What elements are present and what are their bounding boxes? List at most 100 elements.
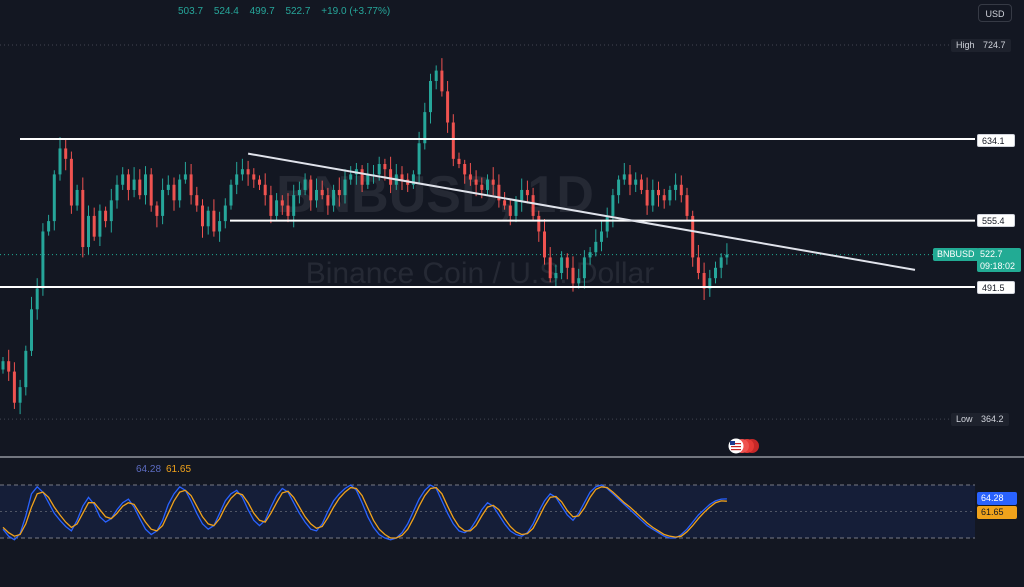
- candle: [161, 178, 165, 225]
- candle-body: [389, 169, 393, 185]
- candle-body: [326, 195, 330, 206]
- candle-body: [582, 257, 586, 279]
- candle: [446, 80, 450, 133]
- candle: [389, 156, 393, 194]
- osc-k-readout: 64.28: [136, 464, 162, 475]
- candle: [491, 167, 495, 196]
- candle: [240, 158, 244, 181]
- candle-body: [708, 278, 712, 289]
- candle: [269, 185, 273, 224]
- osc-d-readout: 61.65: [166, 464, 192, 475]
- candle: [588, 247, 592, 265]
- candle-body: [303, 179, 307, 190]
- candle: [223, 198, 227, 229]
- candle: [423, 102, 427, 150]
- candle: [121, 167, 125, 190]
- candle-body: [126, 174, 130, 190]
- candle-body: [337, 189, 341, 196]
- candle: [303, 173, 307, 196]
- candle-body: [400, 174, 404, 180]
- candle: [35, 278, 39, 320]
- candle-body: [240, 169, 244, 175]
- candle: [651, 179, 655, 212]
- candle-body: [252, 174, 256, 180]
- currency-button[interactable]: USD: [978, 4, 1012, 22]
- candle: [144, 166, 147, 205]
- candle-body: [172, 184, 176, 201]
- candle-body: [662, 195, 666, 201]
- candle-body: [360, 169, 364, 185]
- candle-body: [423, 112, 427, 144]
- candle-body: [263, 184, 267, 196]
- candle: [183, 161, 187, 184]
- candle-body: [212, 210, 216, 232]
- candle: [668, 185, 672, 206]
- candle-body: [64, 148, 68, 159]
- candle-body: [565, 257, 569, 268]
- events-flags-icon[interactable]: [726, 438, 760, 454]
- candle-body: [41, 231, 45, 289]
- candle-body: [622, 174, 626, 180]
- candle-body: [645, 189, 649, 206]
- candle-body: [35, 288, 39, 310]
- stochastic-pane: [0, 484, 975, 541]
- ohlc-low: 499.7: [249, 6, 275, 17]
- candle: [1, 357, 5, 374]
- candle-body: [292, 195, 296, 216]
- candle-body: [383, 164, 387, 170]
- candle: [87, 205, 90, 255]
- candle: [309, 175, 313, 211]
- candle: [229, 179, 233, 210]
- candle-body: [280, 200, 284, 206]
- high-tag: High 724.7: [951, 39, 1011, 52]
- candle: [537, 210, 541, 242]
- candle: [708, 269, 712, 297]
- candle-body: [24, 350, 28, 388]
- candle: [58, 137, 62, 181]
- candle: [337, 177, 341, 207]
- candle: [178, 174, 182, 208]
- candle-body: [104, 210, 108, 222]
- candle: [622, 162, 626, 185]
- candle-body: [543, 231, 546, 258]
- candle-body: [18, 387, 22, 403]
- candle-body: [87, 215, 90, 248]
- candle: [714, 261, 717, 284]
- candle: [366, 162, 370, 189]
- candle: [571, 256, 575, 292]
- candle: [662, 188, 666, 209]
- candle-body: [98, 210, 102, 237]
- candle: [320, 180, 324, 200]
- candle: [679, 175, 683, 203]
- candle: [674, 173, 678, 201]
- candle: [468, 162, 472, 186]
- candle: [104, 206, 108, 228]
- candle: [18, 379, 22, 415]
- candle: [702, 262, 706, 300]
- candle: [543, 219, 546, 265]
- candle: [115, 175, 119, 209]
- countdown-value: 09:18:02: [980, 261, 1016, 271]
- candle: [411, 170, 415, 189]
- candle-body: [206, 210, 210, 227]
- candle-body: [109, 200, 113, 222]
- candle: [429, 73, 432, 124]
- candle-body: [155, 205, 159, 216]
- candle-body: [92, 215, 96, 237]
- candle: [189, 164, 193, 205]
- candle-body: [531, 195, 535, 216]
- candle-body: [446, 91, 450, 123]
- candle-body: [617, 179, 621, 196]
- candle: [503, 192, 507, 210]
- candle: [69, 151, 73, 214]
- candle: [326, 187, 330, 215]
- high-tag-label: High: [956, 40, 975, 50]
- candle-body: [702, 272, 706, 289]
- candle-body: [275, 200, 279, 216]
- osc-d-label: 61.65: [977, 506, 1017, 519]
- horizontal-levels[interactable]: [0, 138, 975, 288]
- candle-body: [161, 189, 165, 216]
- candle: [41, 223, 45, 296]
